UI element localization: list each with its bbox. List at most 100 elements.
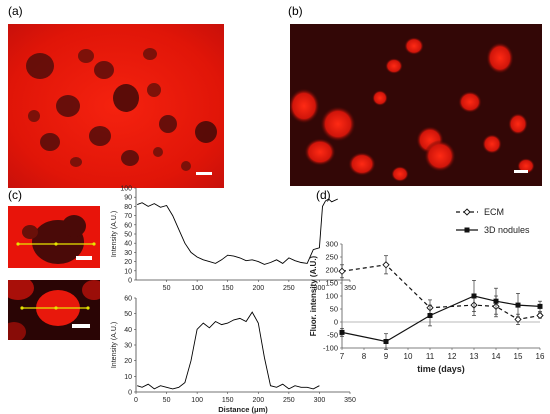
y-tick-label: 0: [128, 278, 132, 285]
nodule: [78, 49, 94, 63]
y-tick-label: 250: [325, 253, 338, 262]
y-tick-label: 40: [124, 327, 132, 334]
nodule: [40, 133, 60, 151]
nodule: [181, 161, 191, 171]
y-tick-label: 200: [325, 266, 338, 275]
y-tick-label: 0: [128, 390, 132, 397]
legend-marker: [464, 227, 470, 233]
x-tick-label: 100: [191, 285, 203, 292]
x-tick-label: 350: [344, 397, 356, 404]
nodule: [290, 88, 320, 124]
y-tick-label: 50: [124, 232, 132, 239]
panel-label-c: (c): [8, 188, 22, 202]
profile-line: [137, 311, 320, 390]
nodule: [28, 110, 40, 122]
nodule: [486, 42, 514, 74]
x-tick-label: 14: [492, 352, 501, 361]
nodule: [304, 138, 336, 166]
data-point: [537, 303, 543, 309]
legend-label: ECM: [484, 207, 504, 217]
legend-label: 3D nodules: [484, 225, 530, 235]
y-tick-label: 20: [124, 259, 132, 266]
y-tick-label: 60: [124, 222, 132, 229]
nodule: [159, 115, 177, 133]
y-tick-label: 50: [330, 305, 338, 314]
data-point: [514, 315, 522, 324]
nodule: [70, 157, 82, 167]
data-point: [382, 261, 390, 269]
data-point: [515, 302, 521, 308]
y-tick-label: 60: [124, 296, 132, 303]
series-line-1: [341, 295, 541, 343]
micrograph-c-bottom: [8, 280, 100, 340]
nodule: [147, 83, 161, 97]
y-tick-label: -100: [323, 344, 338, 353]
micrograph-a: [8, 24, 224, 188]
scale-bar-c-top: [76, 256, 92, 260]
micrograph-b: [290, 24, 542, 186]
scale-bar-c-bottom: [72, 324, 90, 328]
y-tick-label: 90: [124, 195, 132, 202]
scale-bar-a: [196, 172, 212, 175]
y-tick-label: 30: [124, 250, 132, 257]
y-tick-label: 10: [124, 268, 132, 275]
x-tick-label: 50: [163, 397, 171, 404]
data-point: [338, 267, 346, 275]
y-tick-label: 20: [124, 358, 132, 365]
x-tick-label: 350: [344, 285, 356, 292]
data-point: [383, 339, 389, 344]
x-tick-label: 7: [340, 352, 345, 361]
y-tick-label: 30: [124, 343, 132, 350]
nodule: [391, 166, 409, 182]
nodule: [372, 90, 388, 106]
x-tick-label: 50: [163, 285, 171, 292]
nodule: [320, 106, 356, 142]
y-tick-label: 40: [124, 241, 132, 248]
y-tick-label: 100: [325, 292, 338, 301]
x-tick-label: 8: [362, 352, 367, 361]
panel-label-a: (a): [8, 4, 23, 18]
scale-bar-b: [514, 170, 528, 173]
x-tick-label: 12: [448, 352, 457, 361]
y-axis-title: Intensity (A.U.): [111, 211, 118, 257]
nodule: [113, 84, 139, 112]
y-tick-label: 10: [124, 374, 132, 381]
nodule: [458, 91, 482, 113]
x-tick-label: 300: [314, 285, 326, 292]
y-tick-label: 50: [124, 311, 132, 318]
nodule: [424, 140, 456, 172]
nodules-a: [26, 48, 217, 171]
legend-marker: [463, 208, 471, 216]
data-point: [536, 311, 544, 320]
x-tick-label: 300: [314, 397, 326, 404]
nodule: [26, 53, 54, 79]
y-axis-title: Fluor. intensity (A.U.): [309, 255, 318, 336]
x-axis-title: time (days): [417, 364, 465, 374]
nodule-c-top: [16, 215, 96, 264]
x-tick-label: 15: [514, 352, 523, 361]
x-tick-label: 13: [470, 352, 479, 361]
nodule: [508, 113, 528, 135]
nodule: [143, 48, 157, 60]
nodule: [404, 37, 424, 55]
x-tick-label: 200: [252, 397, 264, 404]
y-tick-label: 70: [124, 213, 132, 220]
y-tick-label: 100: [120, 186, 132, 193]
nodule: [89, 126, 111, 146]
y-tick-label: 80: [124, 204, 132, 211]
y-tick-label: 300: [325, 240, 338, 249]
x-tick-label: 100: [191, 397, 203, 404]
nodule: [153, 147, 163, 157]
fluorescence-time-chart: -100 -50 0 50 100 150 200 250 300 7 8 9 10 11 12 13 14 15…: [309, 207, 545, 374]
x-tick-label: 11: [426, 352, 435, 361]
x-tick-label: 200: [252, 285, 264, 292]
fluorescent-nodules-b: [290, 24, 542, 186]
x-tick-label: 10: [404, 352, 413, 361]
x-tick-label: 9: [384, 352, 389, 361]
x-tick-label: 250: [283, 285, 295, 292]
y-axis-title: Intensity (A.U.): [111, 322, 118, 368]
data-point: [471, 293, 477, 299]
nodule: [94, 61, 114, 79]
nodule: [56, 95, 80, 117]
nodule: [121, 150, 139, 166]
